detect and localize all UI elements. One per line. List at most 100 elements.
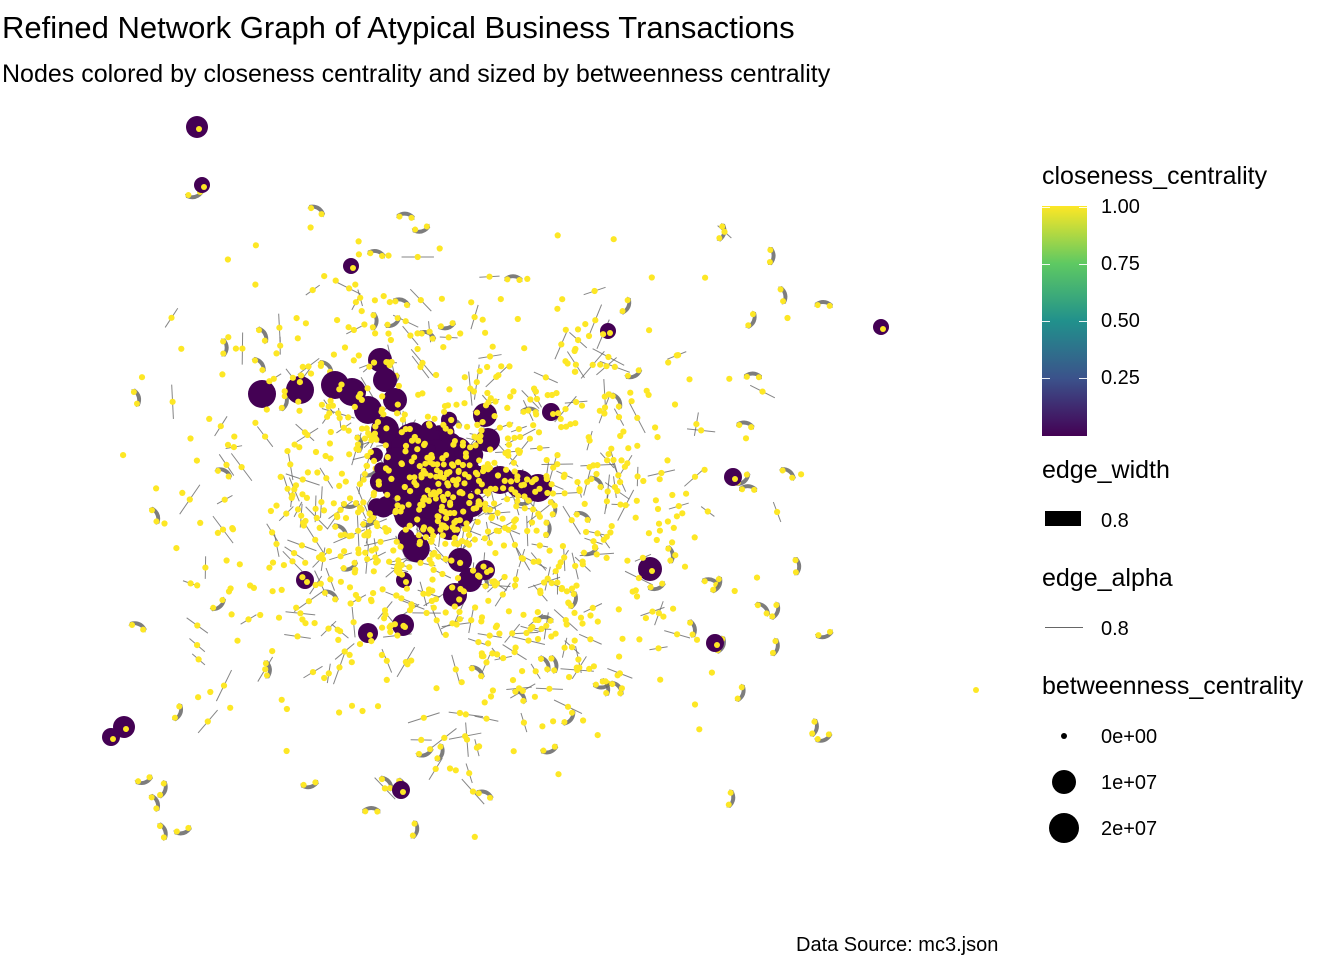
node: [491, 413, 498, 420]
node: [507, 478, 515, 485]
node: [544, 489, 551, 497]
node: [538, 625, 545, 633]
node: [535, 510, 542, 517]
node: [472, 442, 479, 449]
node: [524, 476, 531, 483]
node: [587, 636, 594, 643]
node: [479, 419, 486, 426]
node: [604, 488, 611, 495]
node: [346, 584, 354, 591]
node: [370, 457, 378, 464]
node: [495, 528, 502, 535]
node: [594, 530, 601, 537]
node: [464, 423, 471, 430]
node: [289, 558, 296, 565]
node: [379, 252, 386, 259]
node: [526, 435, 534, 442]
node: [554, 232, 561, 239]
node: [220, 338, 227, 345]
edge-pair: [148, 506, 161, 525]
node: [402, 426, 409, 433]
node: [325, 548, 333, 555]
node: [194, 622, 201, 629]
node: [390, 547, 397, 554]
node: [430, 532, 437, 539]
node: [533, 395, 541, 403]
node: [194, 582, 201, 589]
node: [701, 466, 708, 473]
node: [518, 555, 525, 562]
node: [549, 490, 557, 497]
node: [517, 433, 524, 441]
node: [371, 430, 378, 437]
colorbar-label: 0.25: [1101, 367, 1140, 389]
node: [287, 461, 294, 468]
node: [564, 360, 571, 367]
node: [157, 791, 164, 798]
node: [430, 604, 437, 611]
edge-pair: [754, 601, 771, 617]
node: [554, 452, 561, 459]
node: [304, 469, 311, 476]
node: [584, 478, 591, 485]
node: [449, 320, 456, 327]
node: [669, 539, 676, 546]
edge-pair: [340, 500, 360, 509]
colorbar-tick: [1079, 378, 1087, 379]
edge-pair: [378, 775, 394, 792]
node: [482, 583, 489, 590]
edge-pair: [548, 655, 559, 674]
node: [263, 406, 270, 413]
edge-pair: [687, 619, 697, 638]
node: [643, 387, 650, 394]
node: [348, 532, 355, 539]
node: [478, 427, 485, 434]
node: [257, 611, 264, 619]
node: [552, 568, 559, 575]
node: [615, 472, 622, 479]
node: [480, 563, 487, 570]
node: [683, 490, 690, 497]
node: [420, 590, 427, 597]
node: [759, 388, 766, 395]
node: [294, 335, 301, 342]
node: [519, 687, 526, 695]
node: [473, 744, 480, 751]
node: [374, 808, 381, 815]
node: [736, 422, 743, 429]
edge-pair: [735, 420, 755, 431]
node: [457, 559, 464, 567]
node: [658, 469, 665, 477]
edge: [340, 500, 360, 509]
node: [468, 665, 475, 672]
node: [206, 415, 213, 422]
node: [371, 435, 379, 442]
legend-size-label: 1e+07: [1101, 772, 1158, 794]
node: [501, 477, 508, 484]
node: [575, 656, 582, 663]
node: [433, 473, 440, 480]
node: [336, 386, 343, 393]
node: [647, 584, 654, 591]
node: [355, 238, 362, 245]
node: [345, 427, 352, 434]
node: [451, 526, 458, 533]
node: [573, 582, 580, 589]
node: [358, 425, 366, 432]
node: [654, 434, 661, 441]
node: [405, 501, 412, 508]
edge: [370, 312, 379, 331]
node: [476, 457, 483, 464]
edge-pair: [300, 779, 319, 790]
node: [532, 668, 539, 675]
legend-size-label: 2e+07: [1101, 818, 1158, 840]
edge-pair: [743, 371, 762, 381]
node: [266, 564, 273, 571]
node: [520, 697, 527, 704]
node: [529, 623, 536, 631]
node: [554, 461, 561, 468]
node: [432, 765, 439, 773]
cluster-node: [401, 492, 417, 507]
node: [561, 719, 568, 726]
node: [590, 538, 597, 545]
